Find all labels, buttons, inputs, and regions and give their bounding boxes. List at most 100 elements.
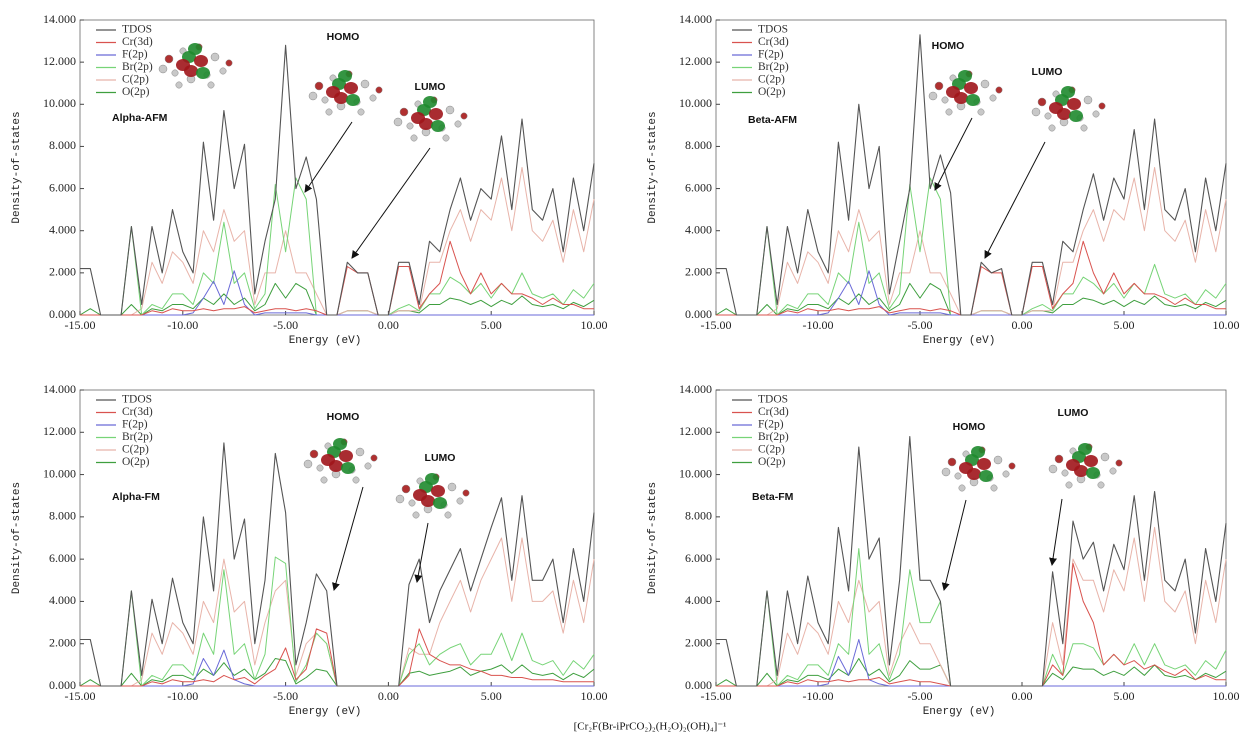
orbital-lobe	[1066, 459, 1080, 471]
y-tick-label: 14.000	[679, 382, 712, 396]
annotation-arrow	[305, 122, 352, 192]
orbital-lobe	[326, 86, 340, 98]
atom	[400, 108, 408, 116]
atom	[1003, 471, 1009, 477]
y-tick-label: 4.000	[685, 222, 712, 236]
molecule-orbital	[159, 43, 232, 88]
dos-line	[716, 271, 1226, 315]
atom	[356, 448, 364, 456]
annotation: LUMO	[1058, 407, 1089, 419]
orbital-lobe	[979, 470, 993, 482]
dos-line	[80, 271, 594, 315]
x-tick-label: -10.00	[167, 689, 198, 703]
y-tick-label: 8.000	[49, 509, 76, 523]
atom	[457, 498, 463, 504]
legend-label: Br(2p)	[758, 61, 789, 73]
annotation: Alpha-FM	[112, 491, 160, 503]
atom	[946, 109, 952, 115]
atom	[413, 512, 419, 518]
dos-line	[80, 443, 594, 686]
y-tick-label: 14.000	[43, 382, 76, 396]
atom	[1066, 482, 1072, 488]
atom	[935, 82, 943, 90]
x-axis-label: Energy (eV)	[289, 706, 362, 718]
y-tick-label: 2.000	[49, 265, 76, 279]
atom	[1081, 125, 1087, 131]
y-tick-label: 6.000	[49, 180, 76, 194]
dos-line	[716, 563, 1226, 686]
legend-label: C(2p)	[758, 444, 785, 456]
orbital-lobe	[946, 86, 960, 98]
x-tick-label: -10.00	[803, 689, 834, 703]
atom	[172, 70, 178, 76]
atom	[1110, 468, 1116, 474]
legend-label: TDOS	[758, 394, 788, 406]
atom	[1084, 96, 1092, 104]
annotation-arrow	[944, 500, 966, 590]
y-tick-label: 8.000	[685, 138, 712, 152]
molecule-orbital	[396, 473, 469, 518]
x-axis-label: Energy (eV)	[923, 706, 996, 718]
atom	[310, 450, 318, 458]
x-tick-label: 0.00	[378, 318, 399, 332]
orbital-lobe	[413, 489, 427, 501]
y-axis-label: Density-of-states	[11, 482, 23, 594]
atom	[371, 455, 377, 461]
atom	[1049, 125, 1055, 131]
atom	[448, 483, 456, 491]
annotation-arrow	[352, 148, 430, 258]
atom	[942, 468, 950, 476]
x-tick-label: -5.00	[273, 318, 298, 332]
atom	[208, 82, 214, 88]
orbital-lobe	[346, 94, 360, 106]
orbital-lobe	[977, 458, 991, 470]
atom	[315, 82, 323, 90]
atom	[165, 55, 173, 63]
atom	[326, 109, 332, 115]
atom	[446, 106, 454, 114]
orbital-lobe	[971, 446, 985, 458]
atom	[211, 53, 219, 61]
atom	[1101, 453, 1109, 461]
legend-label: Cr(3d)	[122, 406, 153, 418]
y-tick-label: 6.000	[685, 551, 712, 565]
atom	[407, 123, 413, 129]
annotation-arrow	[1052, 499, 1062, 565]
atom	[978, 109, 984, 115]
atom	[1093, 111, 1099, 117]
x-tick-label: -15.00	[65, 318, 96, 332]
atom	[322, 97, 328, 103]
dos-line	[716, 640, 1226, 687]
atom	[226, 60, 232, 66]
annotation: HOMO	[327, 31, 360, 43]
y-tick-label: 4.000	[49, 593, 76, 607]
x-tick-label: -15.00	[65, 689, 96, 703]
x-tick-label: 10.00	[1213, 318, 1240, 332]
orbital-lobe	[433, 497, 447, 509]
y-tick-label: 6.000	[49, 551, 76, 565]
orbital-lobe	[431, 485, 445, 497]
atom	[1116, 460, 1122, 466]
atom	[394, 118, 402, 126]
atom	[402, 485, 410, 493]
atom	[1099, 103, 1105, 109]
atom	[321, 477, 327, 483]
atom	[370, 95, 376, 101]
x-tick-label: 5.00	[481, 318, 502, 332]
legend-label: TDOS	[122, 24, 152, 36]
atom	[991, 485, 997, 491]
annotation-arrow	[935, 118, 972, 190]
y-tick-label: 8.000	[685, 509, 712, 523]
x-tick-label: -5.00	[273, 689, 298, 703]
orbital-lobe	[341, 462, 355, 474]
atom	[1055, 455, 1063, 463]
y-tick-label: 10.000	[43, 466, 76, 480]
x-tick-label: -5.00	[908, 689, 933, 703]
orbital-lobe	[423, 96, 437, 108]
orbital-lobe	[429, 108, 443, 120]
dos-line	[716, 283, 1226, 315]
y-tick-label: 10.000	[43, 96, 76, 110]
annotation-arrow	[334, 487, 363, 590]
legend-label: O(2p)	[122, 86, 150, 98]
y-axis-label: Density-of-states	[647, 111, 659, 223]
